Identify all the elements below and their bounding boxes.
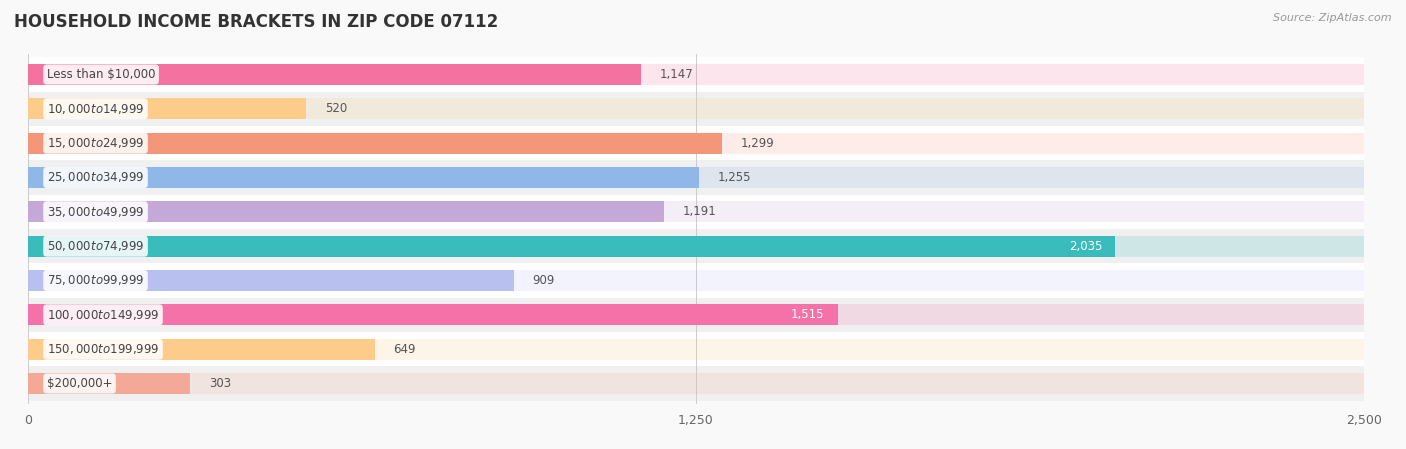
Bar — [28, 160, 1364, 195]
Bar — [28, 201, 665, 222]
Bar — [28, 229, 1364, 263]
Text: 1,515: 1,515 — [790, 308, 824, 321]
Text: 649: 649 — [394, 343, 416, 356]
Text: Less than $10,000: Less than $10,000 — [46, 68, 155, 81]
Text: 1,255: 1,255 — [717, 171, 751, 184]
Text: $15,000 to $24,999: $15,000 to $24,999 — [46, 136, 145, 150]
Bar — [28, 132, 1364, 154]
Text: $200,000+: $200,000+ — [46, 377, 112, 390]
Text: 1,191: 1,191 — [683, 205, 717, 218]
Text: $100,000 to $149,999: $100,000 to $149,999 — [46, 308, 159, 322]
Bar — [28, 126, 1364, 160]
Text: 1,299: 1,299 — [741, 136, 775, 150]
Bar — [28, 98, 1364, 119]
Bar — [28, 304, 1364, 326]
Bar — [28, 366, 1364, 401]
Text: 909: 909 — [533, 274, 555, 287]
Bar — [28, 167, 699, 188]
Bar — [28, 332, 1364, 366]
Bar — [28, 298, 1364, 332]
Text: HOUSEHOLD INCOME BRACKETS IN ZIP CODE 07112: HOUSEHOLD INCOME BRACKETS IN ZIP CODE 07… — [14, 13, 498, 31]
Bar — [28, 132, 723, 154]
Bar — [28, 270, 1364, 291]
Bar — [28, 201, 1364, 222]
Bar — [28, 373, 1364, 394]
Bar — [28, 263, 1364, 298]
Bar — [28, 195, 1364, 229]
Text: 1,147: 1,147 — [659, 68, 693, 81]
Text: 303: 303 — [208, 377, 231, 390]
Text: 520: 520 — [325, 102, 347, 115]
Bar — [28, 270, 513, 291]
Bar — [28, 304, 838, 326]
Bar — [28, 167, 1364, 188]
Bar — [28, 373, 190, 394]
Text: $35,000 to $49,999: $35,000 to $49,999 — [46, 205, 145, 219]
Bar — [28, 64, 641, 85]
Bar — [28, 98, 307, 119]
Text: 2,035: 2,035 — [1069, 240, 1102, 253]
Text: $10,000 to $14,999: $10,000 to $14,999 — [46, 102, 145, 116]
Text: $75,000 to $99,999: $75,000 to $99,999 — [46, 273, 145, 287]
Bar — [28, 57, 1364, 92]
Text: $25,000 to $34,999: $25,000 to $34,999 — [46, 171, 145, 185]
Bar — [28, 64, 1364, 85]
Bar — [28, 92, 1364, 126]
Text: Source: ZipAtlas.com: Source: ZipAtlas.com — [1274, 13, 1392, 23]
Bar — [28, 236, 1364, 257]
Bar — [28, 339, 375, 360]
Bar — [28, 339, 1364, 360]
Text: $50,000 to $74,999: $50,000 to $74,999 — [46, 239, 145, 253]
Text: $150,000 to $199,999: $150,000 to $199,999 — [46, 342, 159, 356]
Bar — [28, 236, 1115, 257]
